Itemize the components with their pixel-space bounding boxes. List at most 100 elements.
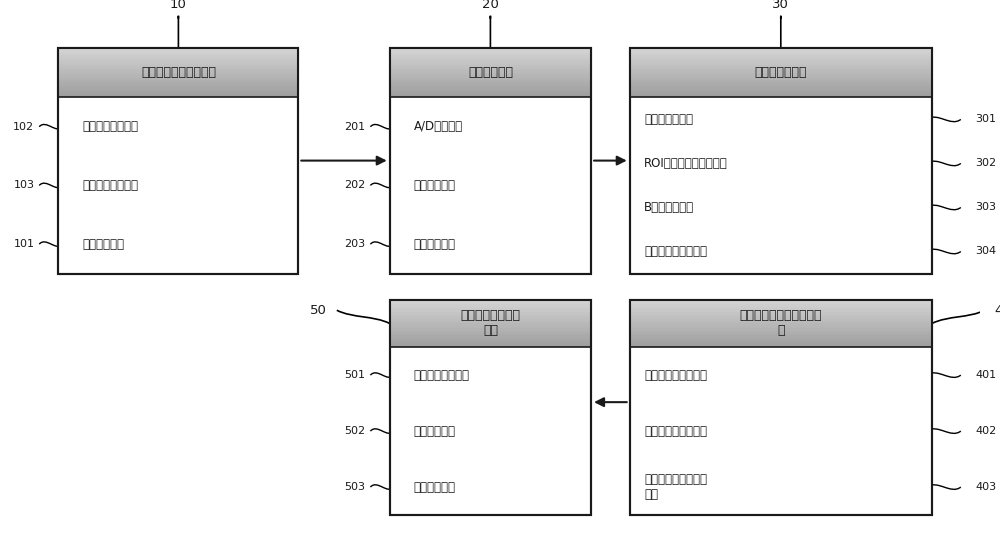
Bar — [390, 311, 591, 314]
Text: 301: 301 — [975, 114, 996, 124]
Text: 高速相机捕捉视频单元: 高速相机捕捉视频单元 — [141, 66, 216, 79]
Text: 极高光特征提取模块: 极高光特征提取模块 — [644, 245, 707, 258]
Bar — [630, 47, 932, 50]
Bar — [630, 79, 932, 83]
Text: 高速相机风冷模块: 高速相机风冷模块 — [82, 179, 138, 192]
Bar — [630, 328, 932, 330]
Bar — [58, 65, 298, 68]
Bar — [630, 48, 932, 274]
Bar — [390, 55, 591, 57]
Text: 高速相机镜头: 高速相机镜头 — [82, 237, 124, 251]
Text: B通道分解模块: B通道分解模块 — [644, 201, 694, 214]
Bar — [630, 344, 932, 347]
Text: 视频存储模块: 视频存储模块 — [414, 179, 456, 192]
Text: 40: 40 — [994, 304, 1000, 317]
Bar — [58, 87, 298, 90]
Bar — [58, 82, 298, 85]
Text: 202: 202 — [344, 181, 366, 190]
Text: 501: 501 — [345, 370, 366, 380]
Bar — [390, 62, 591, 65]
Bar — [390, 92, 591, 95]
Text: ROI铁水流区域提取模块: ROI铁水流区域提取模块 — [644, 157, 728, 170]
Text: 30: 30 — [772, 0, 789, 11]
Bar — [390, 48, 591, 274]
Bar — [630, 300, 932, 515]
Text: 高精度位移场模块: 高精度位移场模块 — [414, 369, 470, 382]
Bar — [390, 60, 591, 62]
Bar — [390, 52, 591, 55]
Text: 203: 203 — [344, 239, 366, 249]
Bar — [630, 55, 932, 57]
Text: 402: 402 — [975, 426, 996, 436]
Bar — [390, 89, 591, 92]
Text: 401: 401 — [975, 370, 996, 380]
Bar — [390, 67, 591, 70]
Text: 极高光特征匹配模块: 极高光特征匹配模块 — [644, 369, 707, 382]
Bar — [58, 77, 298, 80]
Bar — [630, 82, 932, 85]
Text: 视频预处理单元: 视频预处理单元 — [755, 66, 807, 79]
Bar — [390, 65, 591, 68]
Bar — [390, 77, 591, 80]
Text: 视频压缩模块: 视频压缩模块 — [414, 237, 456, 251]
Text: 50: 50 — [310, 304, 327, 317]
Bar — [58, 72, 298, 75]
Bar — [630, 89, 932, 92]
Bar — [58, 74, 298, 78]
Bar — [58, 48, 298, 274]
Bar — [390, 333, 591, 335]
Bar — [630, 50, 932, 53]
Bar — [630, 300, 932, 515]
Text: 20: 20 — [482, 0, 499, 11]
Bar — [630, 60, 932, 62]
Bar — [58, 89, 298, 92]
Bar — [390, 301, 591, 305]
Bar — [390, 74, 591, 78]
Text: 101: 101 — [13, 239, 34, 249]
Bar — [390, 304, 591, 307]
Bar — [630, 52, 932, 55]
Bar — [58, 57, 298, 60]
Bar — [58, 60, 298, 62]
Bar — [390, 306, 591, 309]
Bar — [58, 67, 298, 70]
Bar — [630, 316, 932, 319]
Bar — [630, 67, 932, 70]
Bar — [630, 95, 932, 97]
Bar — [630, 72, 932, 75]
Bar — [58, 92, 298, 95]
Text: 303: 303 — [975, 202, 996, 212]
Bar — [630, 306, 932, 309]
Bar — [630, 77, 932, 80]
Bar — [390, 87, 591, 90]
Bar — [390, 316, 591, 319]
Bar — [390, 95, 591, 97]
Bar — [390, 340, 591, 342]
Text: A/D转换模块: A/D转换模块 — [414, 120, 463, 133]
Bar — [630, 57, 932, 60]
Bar — [390, 309, 591, 312]
Bar — [390, 323, 591, 326]
Text: 相关强度图计算模块: 相关强度图计算模块 — [644, 424, 707, 438]
Bar — [630, 311, 932, 314]
Bar — [390, 82, 591, 85]
Text: 亚像素级位移场提取
模块: 亚像素级位移场提取 模块 — [644, 473, 707, 501]
Bar — [390, 328, 591, 330]
Bar — [630, 62, 932, 65]
Text: 镜头防尘清扫模块: 镜头防尘清扫模块 — [82, 120, 138, 133]
Bar — [630, 321, 932, 323]
Bar — [390, 48, 591, 274]
Text: 302: 302 — [975, 159, 996, 168]
Bar — [390, 57, 591, 60]
Bar — [390, 84, 591, 88]
Bar — [630, 313, 932, 316]
Bar — [630, 333, 932, 335]
Bar — [630, 342, 932, 345]
Bar — [58, 62, 298, 65]
Text: 502: 502 — [344, 426, 366, 436]
Bar — [390, 72, 591, 75]
Bar — [58, 52, 298, 55]
Text: 流速计算模块: 流速计算模块 — [414, 481, 456, 493]
Bar — [630, 84, 932, 88]
Bar — [630, 65, 932, 68]
